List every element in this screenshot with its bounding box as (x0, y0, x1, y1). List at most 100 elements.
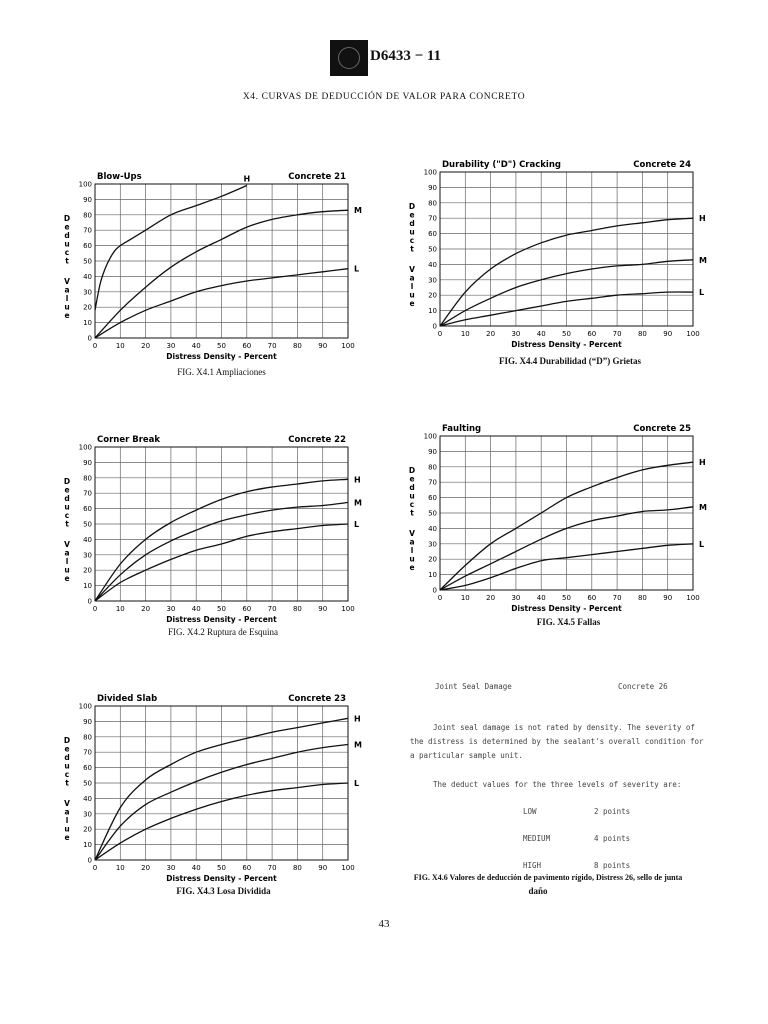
y-tick-label: 30 (83, 551, 92, 559)
x-tick-label: 50 (217, 342, 226, 350)
series-label-h: H (354, 714, 361, 723)
y-tick-label: 40 (83, 536, 92, 544)
series-line-m (439, 506, 694, 591)
y-tick-label: 80 (83, 733, 92, 741)
x-tick-label: 30 (166, 342, 175, 350)
x-tick-label: 90 (318, 864, 327, 872)
chart-d-cracking: Durability ("D") Cracking Concrete 24 0 10 2… (409, 160, 707, 349)
y-tick-label: 80 (428, 463, 437, 471)
chart-divided-slab: Divided Slab Concrete 23 0 10 20 30 40 50 60 70 80… (64, 694, 362, 883)
x-tick-label: 40 (192, 605, 201, 613)
chart-faulting: Faulting Concrete 25 0 10 20 30 40 50 60 70 80 90 10… (409, 424, 707, 613)
series-line-m (94, 209, 349, 339)
astm-logo (330, 40, 368, 76)
x-axis-label: Distress Density - Percent (166, 352, 277, 361)
series-label-h: H (354, 475, 361, 484)
y-tick-label: 80 (83, 211, 92, 219)
series-line-h (94, 478, 349, 602)
severity-high-value: 8 points (594, 861, 631, 870)
plot-frame (439, 435, 694, 591)
caption-fig-x4-6-line-1: FIG. X4.6 Valores de deducción de pavime… (413, 873, 683, 882)
plot-frame (439, 171, 694, 327)
y-tick-label: 50 (83, 780, 92, 788)
x-tick-label: 20 (486, 594, 495, 602)
severity-medium-value: 4 points (594, 834, 631, 843)
y-tick-label: 60 (83, 242, 92, 250)
x-tick-label: 20 (486, 330, 495, 338)
series-label-h: H (699, 214, 706, 223)
x-tick-label: 30 (511, 594, 520, 602)
joint-seal-line-3: a particular sample unit. (410, 751, 523, 760)
x-tick-label: 80 (638, 594, 647, 602)
y-tick-label: 90 (83, 459, 92, 467)
x-tick-label: 90 (318, 605, 327, 613)
y-tick-label: 60 (428, 494, 437, 502)
x-tick-label: 10 (116, 605, 125, 613)
x-axis-label: Distress Density - Percent (166, 615, 277, 624)
severity-low-value: 2 points (594, 807, 631, 816)
x-tick-label: 60 (242, 605, 251, 613)
joint-seal-line-1: Joint seal damage is not rated by densit… (433, 723, 695, 732)
chart-corner-break: Corner Break Concrete 22 0 10 20 30 40 50 60 70 80… (64, 435, 362, 624)
chart-subtitle: Concrete 21 (288, 172, 346, 182)
x-tick-label: 10 (116, 342, 125, 350)
y-tick-label: 40 (83, 795, 92, 803)
x-tick-label: 100 (341, 342, 354, 350)
caption-fig-x4-3: FIG. X4.3 Losa Dividida (176, 886, 271, 896)
series-label-l: L (354, 265, 359, 274)
y-tick-label: 40 (83, 273, 92, 281)
y-tick-label: 10 (83, 582, 92, 590)
y-tick-label: 100 (424, 169, 437, 177)
y-tick-label: 0 (88, 598, 92, 606)
series-label-m: M (699, 256, 707, 265)
x-tick-label: 80 (293, 864, 302, 872)
x-tick-label: 40 (537, 594, 546, 602)
x-tick-label: 0 (438, 330, 442, 338)
page-number: 43 (378, 918, 390, 930)
y-tick-label: 80 (83, 474, 92, 482)
x-tick-label: 60 (242, 864, 251, 872)
series-line-h (439, 461, 694, 591)
y-tick-label: 60 (83, 764, 92, 772)
y-tick-label: 30 (83, 288, 92, 296)
section-title: X4. CURVAS DE DEDUCCIÓN DE VALOR PARA CO… (242, 92, 526, 102)
x-tick-label: 40 (192, 864, 201, 872)
y-tick-label: 60 (428, 230, 437, 238)
x-tick-label: 30 (166, 864, 175, 872)
x-tick-label: 70 (268, 605, 277, 613)
series-line-l (94, 782, 349, 861)
y-tick-label: 70 (428, 479, 437, 487)
x-tick-label: 90 (663, 594, 672, 602)
x-tick-label: 50 (217, 864, 226, 872)
x-tick-label: 70 (613, 330, 622, 338)
x-tick-label: 90 (318, 342, 327, 350)
y-tick-label: 20 (83, 567, 92, 575)
y-tick-label: 20 (83, 826, 92, 834)
x-axis-label: Distress Density - Percent (511, 604, 622, 613)
y-tick-label: 30 (428, 276, 437, 284)
caption-fig-x4-1: FIG. X4.1 Ampliaciones (177, 367, 266, 377)
severity-medium-label: MEDIUM (523, 834, 551, 843)
y-tick-label: 100 (79, 703, 92, 711)
x-tick-label: 20 (141, 605, 150, 613)
x-tick-label: 60 (587, 330, 596, 338)
series-line-m (94, 501, 349, 602)
y-tick-label: 10 (428, 307, 437, 315)
series-line-m (94, 743, 349, 861)
y-tick-label: 100 (424, 433, 437, 441)
series-label-m: M (699, 503, 707, 512)
chart-subtitle: Concrete 24 (633, 160, 691, 170)
y-tick-label: 70 (83, 749, 92, 757)
series-label-l: L (354, 520, 359, 529)
y-tick-label: 100 (79, 181, 92, 189)
chart-subtitle: Concrete 25 (633, 424, 691, 434)
y-tick-label: 30 (428, 540, 437, 548)
x-tick-label: 10 (461, 594, 470, 602)
series-label-m: M (354, 206, 362, 215)
x-tick-label: 0 (93, 342, 97, 350)
x-tick-label: 0 (93, 605, 97, 613)
joint-seal-line-2: the distress is determined by the sealan… (410, 737, 704, 746)
